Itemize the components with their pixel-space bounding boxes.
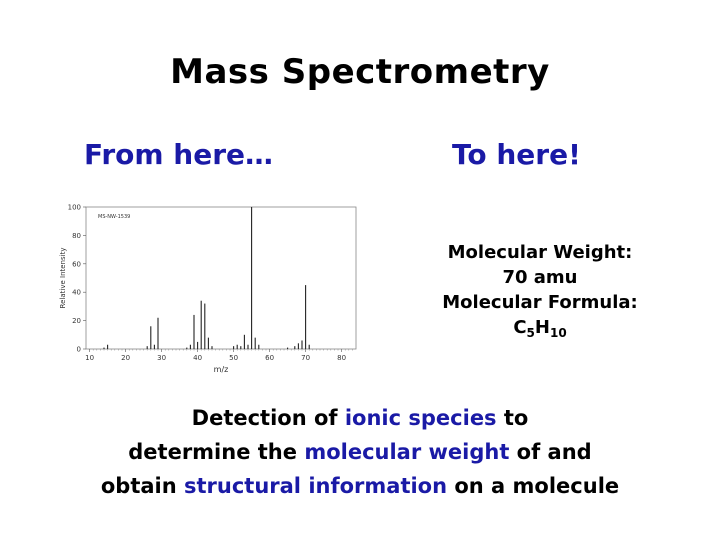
formula-carbon-count: 5	[526, 326, 535, 340]
to-here-heading: To here!	[452, 138, 581, 171]
y-axis-label: Relative Intensity	[59, 248, 67, 309]
formula-hydrogen-count: 10	[549, 326, 567, 340]
description-line-3: obtain structural information on a molec…	[20, 469, 700, 503]
molecule-info: Molecular Weight: 70 amu Molecular Formu…	[420, 240, 660, 340]
x-tick-label: 40	[193, 354, 202, 362]
molecular-weight-value: 70 amu	[502, 267, 578, 288]
description-line-2: determine the molecular weight of and	[20, 435, 700, 469]
molecular-formula-value: C5H10	[420, 315, 660, 340]
y-tick-label: 20	[72, 317, 81, 325]
desc-highlight-ionic-species: ionic species	[344, 406, 497, 430]
x-tick-label: 80	[337, 354, 346, 362]
x-tick-label: 60	[265, 354, 274, 362]
desc-text: to	[496, 406, 529, 430]
description: Detection of ionic species to determine …	[20, 401, 700, 503]
x-tick-label: 30	[157, 354, 166, 362]
mass-spectrum-chart: 0 20 40 60 80 100 10 20 30 40 50 60 70 80 m/z Relative …	[59, 204, 357, 374]
plot-frame	[85, 206, 357, 350]
slide-title: Mass Spectrometry	[170, 52, 550, 92]
x-axis-label: m/z	[214, 365, 229, 374]
y-tick-label: 60	[72, 260, 81, 268]
desc-highlight-molecular-weight: molecular weight	[304, 440, 510, 464]
desc-text: determine the	[128, 440, 305, 464]
y-tick-label: 0	[77, 346, 81, 354]
x-tick-label: 20	[121, 354, 130, 362]
y-tick-label: 40	[72, 289, 81, 297]
desc-text: of and	[509, 440, 592, 464]
from-here-heading: From here…	[84, 138, 274, 171]
molecular-formula-label: Molecular Formula:	[442, 292, 638, 313]
x-tick-label: 70	[301, 354, 310, 362]
y-tick-label: 80	[72, 232, 81, 240]
x-tick-label: 10	[85, 354, 94, 362]
description-line-1: Detection of ionic species to	[20, 401, 700, 435]
y-tick-label: 100	[68, 204, 81, 212]
molecular-weight-label: Molecular Weight:	[447, 242, 633, 263]
formula-carbon: C	[513, 317, 527, 338]
desc-text: obtain	[100, 474, 184, 498]
spectrum-inset-label: MS-NW-1539	[98, 214, 130, 220]
formula-hydrogen: H	[534, 317, 550, 338]
x-tick-label: 50	[229, 354, 238, 362]
desc-text: Detection of	[191, 406, 345, 430]
desc-text: on a molecule	[447, 474, 620, 498]
desc-highlight-structural-information: structural information	[184, 474, 448, 498]
